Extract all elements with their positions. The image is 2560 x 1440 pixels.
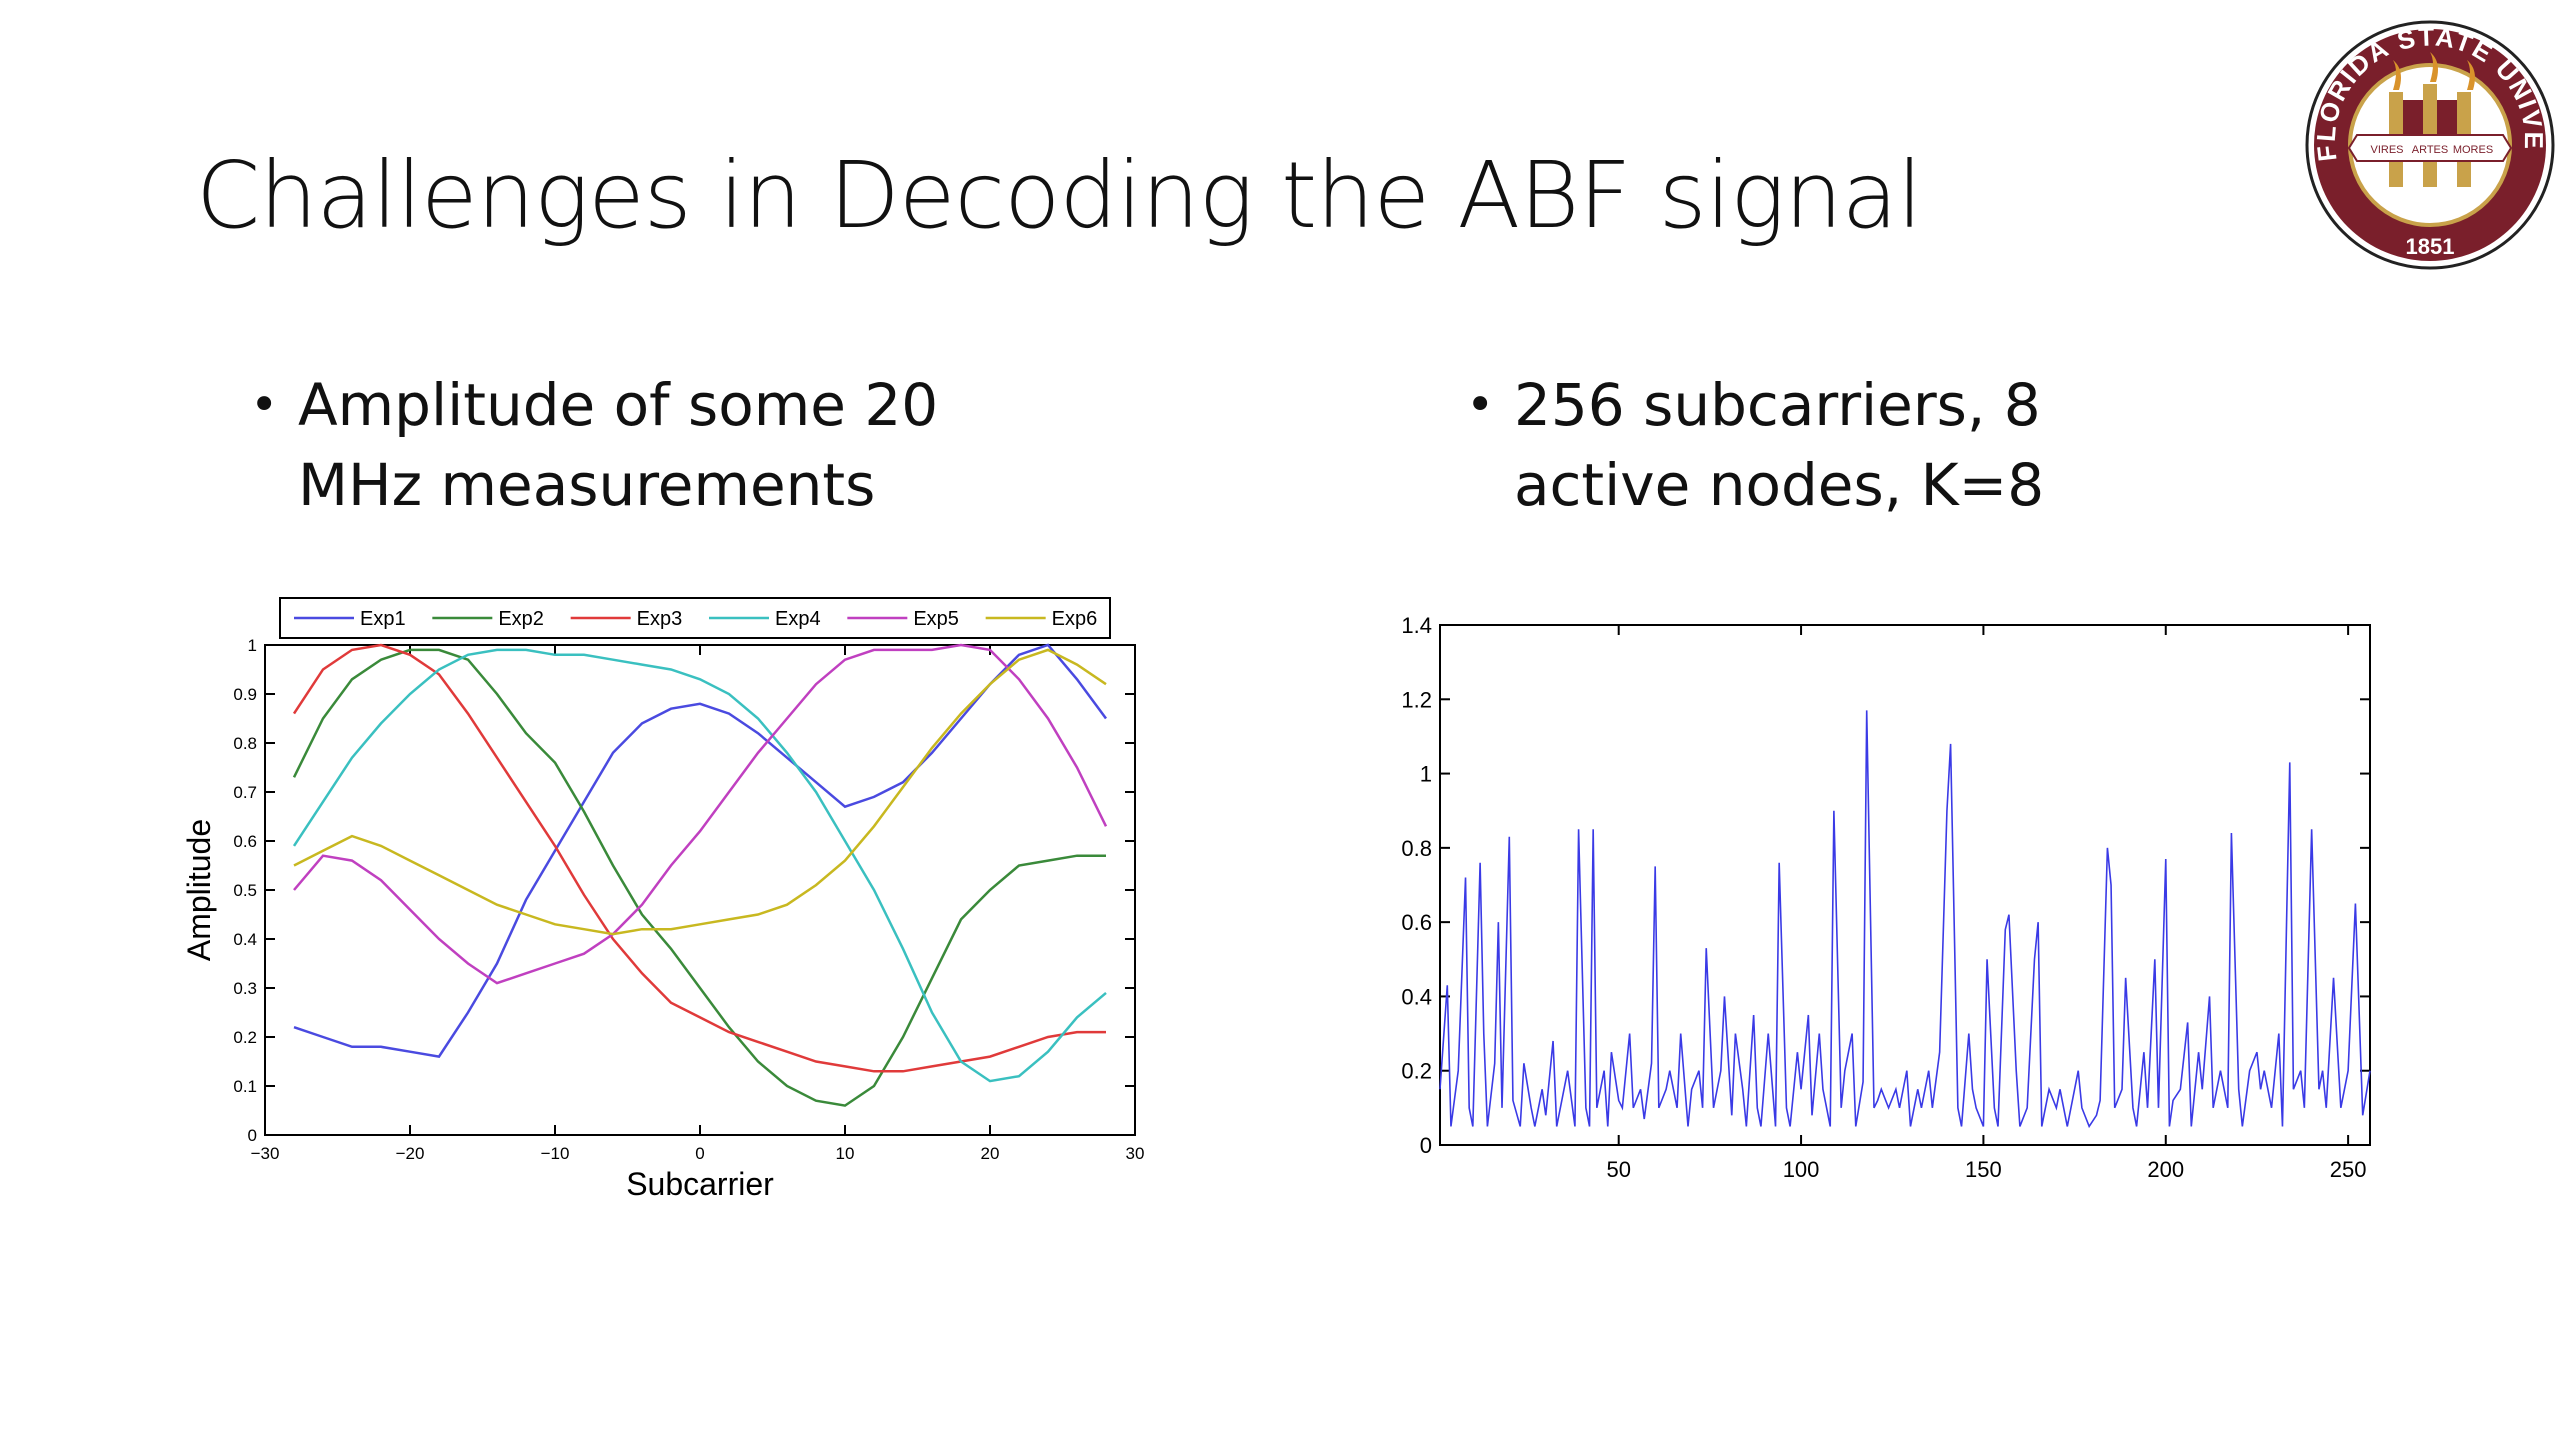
x-tick-label: −20: [396, 1144, 425, 1163]
bullet-item-right: • 256 subcarriers, 8 active nodes, K=8: [1466, 365, 2174, 525]
y-tick-label: 0.1: [233, 1077, 257, 1096]
bullet-item-left: • Amplitude of some 20 MHz measurements: [250, 365, 958, 525]
legend-label: Exp2: [498, 608, 544, 630]
y-axis-label: Amplitude: [181, 819, 217, 961]
x-tick-label: 200: [2147, 1157, 2184, 1180]
bullet-dot-icon: •: [250, 377, 279, 433]
legend-label: Exp3: [637, 608, 683, 630]
legend-label: Exp5: [913, 608, 959, 630]
y-tick-label: 0: [248, 1126, 257, 1145]
y-tick-label: 0.2: [1401, 1059, 1432, 1084]
subcarrier-line-chart: 50 100 150 200 250 0 0.2 0.4 0.6 0.8 1 1.2 1.4: [1401, 613, 2371, 1180]
legend-label: Exp4: [775, 608, 821, 630]
y-tick-label: 1: [1420, 762, 1432, 787]
x-tick-label: −10: [541, 1144, 570, 1163]
series-line-exp5: [293, 643, 1108, 985]
series-line-exp3: [292, 643, 1106, 1073]
university-seal-logo: FLORIDA STATE UNIVERSITY 1851 VIRES ARTE…: [2305, 20, 2555, 270]
x-tick-label: 0: [695, 1144, 704, 1163]
legend-box: [279, 597, 1111, 639]
y-tick-label: 0.9: [233, 685, 257, 704]
x-tick-label: 150: [1965, 1157, 2002, 1180]
motto-word-1: VIRES: [2370, 144, 2403, 156]
x-tick-label: 50: [1606, 1157, 1630, 1180]
x-tick-label: 100: [1783, 1157, 1820, 1180]
series-line-exp1: [293, 643, 1108, 1058]
seal-year: 1851: [2406, 234, 2455, 259]
series-line-exp2: [292, 648, 1106, 1107]
series-line-subcarrier-amplitude: [1439, 710, 2371, 1129]
amplitude-line-chart: −30 −20 −10 0 10 20 30 0 0.1 0.2 0.3 0.4 0.5 0.6 0.7 0.…: [181, 597, 1145, 1202]
motto-scroll: VIRES ARTES MORES: [2347, 134, 2513, 162]
y-tick-label: 1.4: [1401, 613, 1432, 638]
y-tick-label: 0.5: [233, 881, 257, 900]
y-tick-label: 0.8: [1401, 836, 1432, 861]
motto-word-2: ARTES: [2412, 144, 2448, 156]
x-tick-label: 30: [1126, 1144, 1145, 1163]
x-tick-label: 250: [2330, 1157, 2367, 1180]
chart-legend: Exp1 Exp2 Exp3 Exp4 Exp5 Exp6: [279, 597, 1111, 639]
x-tick-label: 10: [836, 1144, 855, 1163]
y-tick-label: 0.4: [1401, 984, 1432, 1009]
series-line-exp6: [293, 648, 1107, 936]
x-tick-label: −30: [251, 1144, 280, 1163]
legend-label: Exp6: [1052, 608, 1098, 630]
y-tick-label: 0.2: [233, 1028, 257, 1047]
motto-word-3: MORES: [2453, 144, 2493, 156]
y-tick-label: 0.4: [233, 930, 257, 949]
bullet-text-left: Amplitude of some 20 MHz measurements: [298, 371, 939, 519]
plot-frame: [264, 644, 1136, 1136]
y-tick-label: 0.8: [233, 734, 257, 753]
y-tick-label: 1: [248, 636, 257, 655]
plot-frame: [1439, 624, 2371, 1146]
y-tick-label: 0.6: [1401, 910, 1432, 935]
y-tick-label: 0.7: [233, 783, 257, 802]
y-tick-label: 0.3: [233, 979, 257, 998]
x-axis-label: Subcarrier: [626, 1166, 774, 1202]
series-line-exp4: [292, 648, 1107, 1083]
x-tick-label: 20: [981, 1144, 1000, 1163]
slide-title: Challenges in Decoding the ABF signal: [196, 142, 1923, 249]
y-tick-label: 0.6: [233, 832, 257, 851]
legend-label: Exp1: [360, 608, 406, 630]
bullet-dot-icon: •: [1466, 377, 1495, 433]
y-tick-label: 1.2: [1401, 687, 1432, 712]
y-tick-label: 0: [1420, 1133, 1432, 1158]
bullet-text-right: 256 subcarriers, 8 active nodes, K=8: [1514, 371, 2045, 519]
